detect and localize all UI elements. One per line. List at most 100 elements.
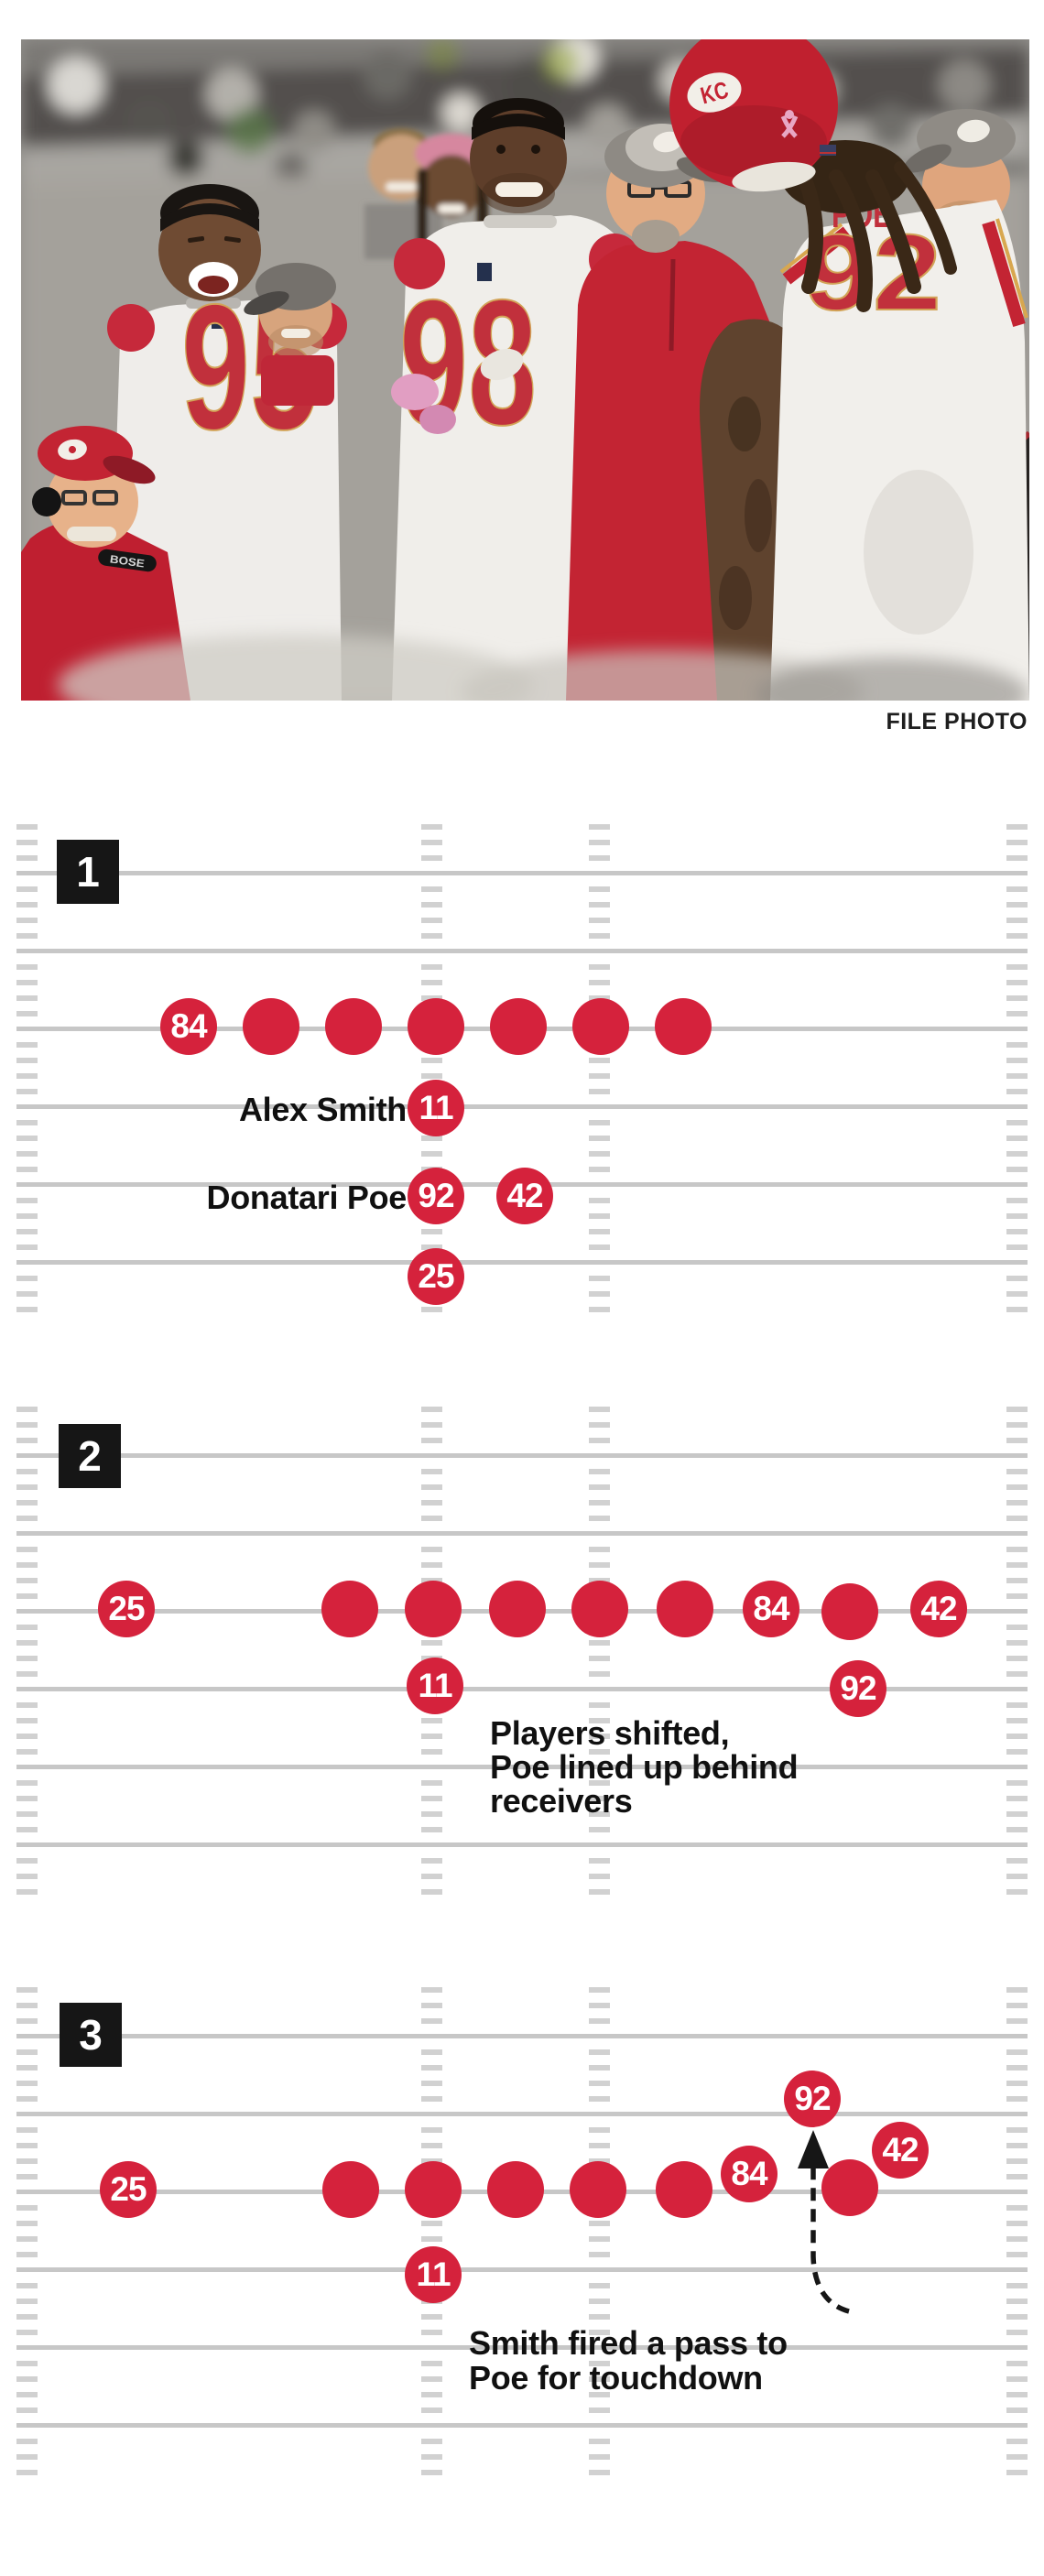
player-dot-11: 11 xyxy=(405,2246,462,2303)
hash-mark xyxy=(1006,2236,1028,2242)
hash-mark xyxy=(16,1011,38,1016)
background-people xyxy=(364,128,488,259)
hash-mark xyxy=(1006,1718,1028,1723)
hash-mark xyxy=(589,1671,610,1677)
hash-mark xyxy=(421,2361,442,2366)
hash-mark xyxy=(16,1307,38,1312)
player-poe: POE 92 xyxy=(770,191,1029,701)
note-line: Poe lined up behind xyxy=(490,1748,799,1786)
hash-mark xyxy=(1006,2221,1028,2226)
pink-gloves xyxy=(391,348,524,434)
player-dot-42: 42 xyxy=(496,1168,553,1224)
hash-mark xyxy=(16,2174,38,2179)
hash-mark xyxy=(16,1516,38,1521)
hash-mark xyxy=(421,1469,442,1474)
hash-mark xyxy=(421,824,442,830)
hash-mark xyxy=(16,1578,38,1583)
hash-mark xyxy=(589,2252,610,2257)
hash-mark xyxy=(16,1120,38,1125)
hash-mark xyxy=(421,933,442,939)
player-dot xyxy=(821,1583,878,1640)
hash-mark xyxy=(421,2018,442,2024)
hash-mark xyxy=(589,1734,610,1739)
hash-mark xyxy=(1006,1245,1028,1250)
hash-mark xyxy=(421,2408,442,2413)
hash-mark xyxy=(589,1291,610,1297)
player-dot xyxy=(572,998,629,1055)
player-dot xyxy=(321,1581,378,1637)
hash-mark xyxy=(589,2439,610,2444)
hash-mark xyxy=(1006,1469,1028,1474)
hash-mark xyxy=(589,1500,610,1505)
hash-mark xyxy=(589,1167,610,1172)
hash-mark xyxy=(1006,1578,1028,1583)
yard-line xyxy=(16,2345,1028,2350)
hash-mark xyxy=(1006,1858,1028,1864)
hash-mark xyxy=(1006,886,1028,892)
hash-mark xyxy=(589,1136,610,1141)
player-dot xyxy=(490,998,547,1055)
hash-mark xyxy=(1006,1276,1028,1281)
player-dot-25: 25 xyxy=(98,1581,155,1637)
pass-route-arrow xyxy=(798,2130,850,2314)
player-dot-92: 92 xyxy=(830,1660,886,1717)
hash-mark xyxy=(421,886,442,892)
hash-mark xyxy=(1006,1073,1028,1079)
hash-mark xyxy=(16,1640,38,1646)
hash-mark xyxy=(1006,1407,1028,1412)
hash-mark xyxy=(1006,1671,1028,1677)
hash-mark xyxy=(421,1780,442,1786)
hash-mark xyxy=(1006,1198,1028,1203)
hash-mark xyxy=(589,1484,610,1490)
hash-mark xyxy=(16,980,38,985)
note-line: Players shifted, xyxy=(490,1714,730,1752)
hash-mark xyxy=(1006,1042,1028,1048)
hash-mark xyxy=(16,1547,38,1552)
hash-mark xyxy=(1006,2314,1028,2320)
yard-line xyxy=(16,1765,1028,1769)
hash-mark xyxy=(16,2049,38,2055)
hash-mark xyxy=(16,1213,38,1219)
hash-mark xyxy=(1006,1702,1028,1708)
yard-line xyxy=(16,1531,1028,1536)
hash-mark xyxy=(589,1073,610,1079)
hash-mark xyxy=(589,1089,610,1094)
hash-mark xyxy=(1006,1874,1028,1879)
hash-mark xyxy=(16,1625,38,1630)
player-dot-25: 25 xyxy=(100,2161,157,2218)
hash-mark xyxy=(1006,824,1028,830)
hash-mark xyxy=(589,1120,610,1125)
hash-mark xyxy=(1006,1058,1028,1063)
player-dot xyxy=(408,998,464,1055)
hash-mark xyxy=(16,2376,38,2382)
hash-mark xyxy=(421,1307,442,1312)
hash-mark xyxy=(589,2221,610,2226)
hash-mark xyxy=(589,2392,610,2397)
hash-mark xyxy=(16,1500,38,1505)
hash-mark xyxy=(16,2314,38,2320)
player-dot-11: 11 xyxy=(408,1080,464,1136)
hash-mark xyxy=(16,2361,38,2366)
player-dot xyxy=(570,2161,626,2218)
hash-mark xyxy=(1006,2018,1028,2024)
player-dot xyxy=(405,2161,462,2218)
hash-mark xyxy=(1006,855,1028,861)
hash-mark xyxy=(16,2392,38,2397)
jersey-number-92: 92 xyxy=(804,212,941,333)
yard-line xyxy=(16,1687,1028,1691)
hash-mark xyxy=(1006,2361,1028,2366)
hash-mark xyxy=(589,2003,610,2008)
diagram-number-badge: 2 xyxy=(59,1424,121,1488)
hash-mark xyxy=(16,2252,38,2257)
hash-mark xyxy=(1006,1547,1028,1552)
yard-line xyxy=(16,1842,1028,1847)
yard-line xyxy=(16,1453,1028,1458)
hash-mark xyxy=(421,840,442,845)
hash-mark xyxy=(16,1874,38,1879)
hash-mark xyxy=(1006,2081,1028,2086)
hash-mark xyxy=(16,1151,38,1157)
hash-mark xyxy=(16,1734,38,1739)
hash-mark xyxy=(589,2049,610,2055)
yard-line xyxy=(16,1104,1028,1109)
